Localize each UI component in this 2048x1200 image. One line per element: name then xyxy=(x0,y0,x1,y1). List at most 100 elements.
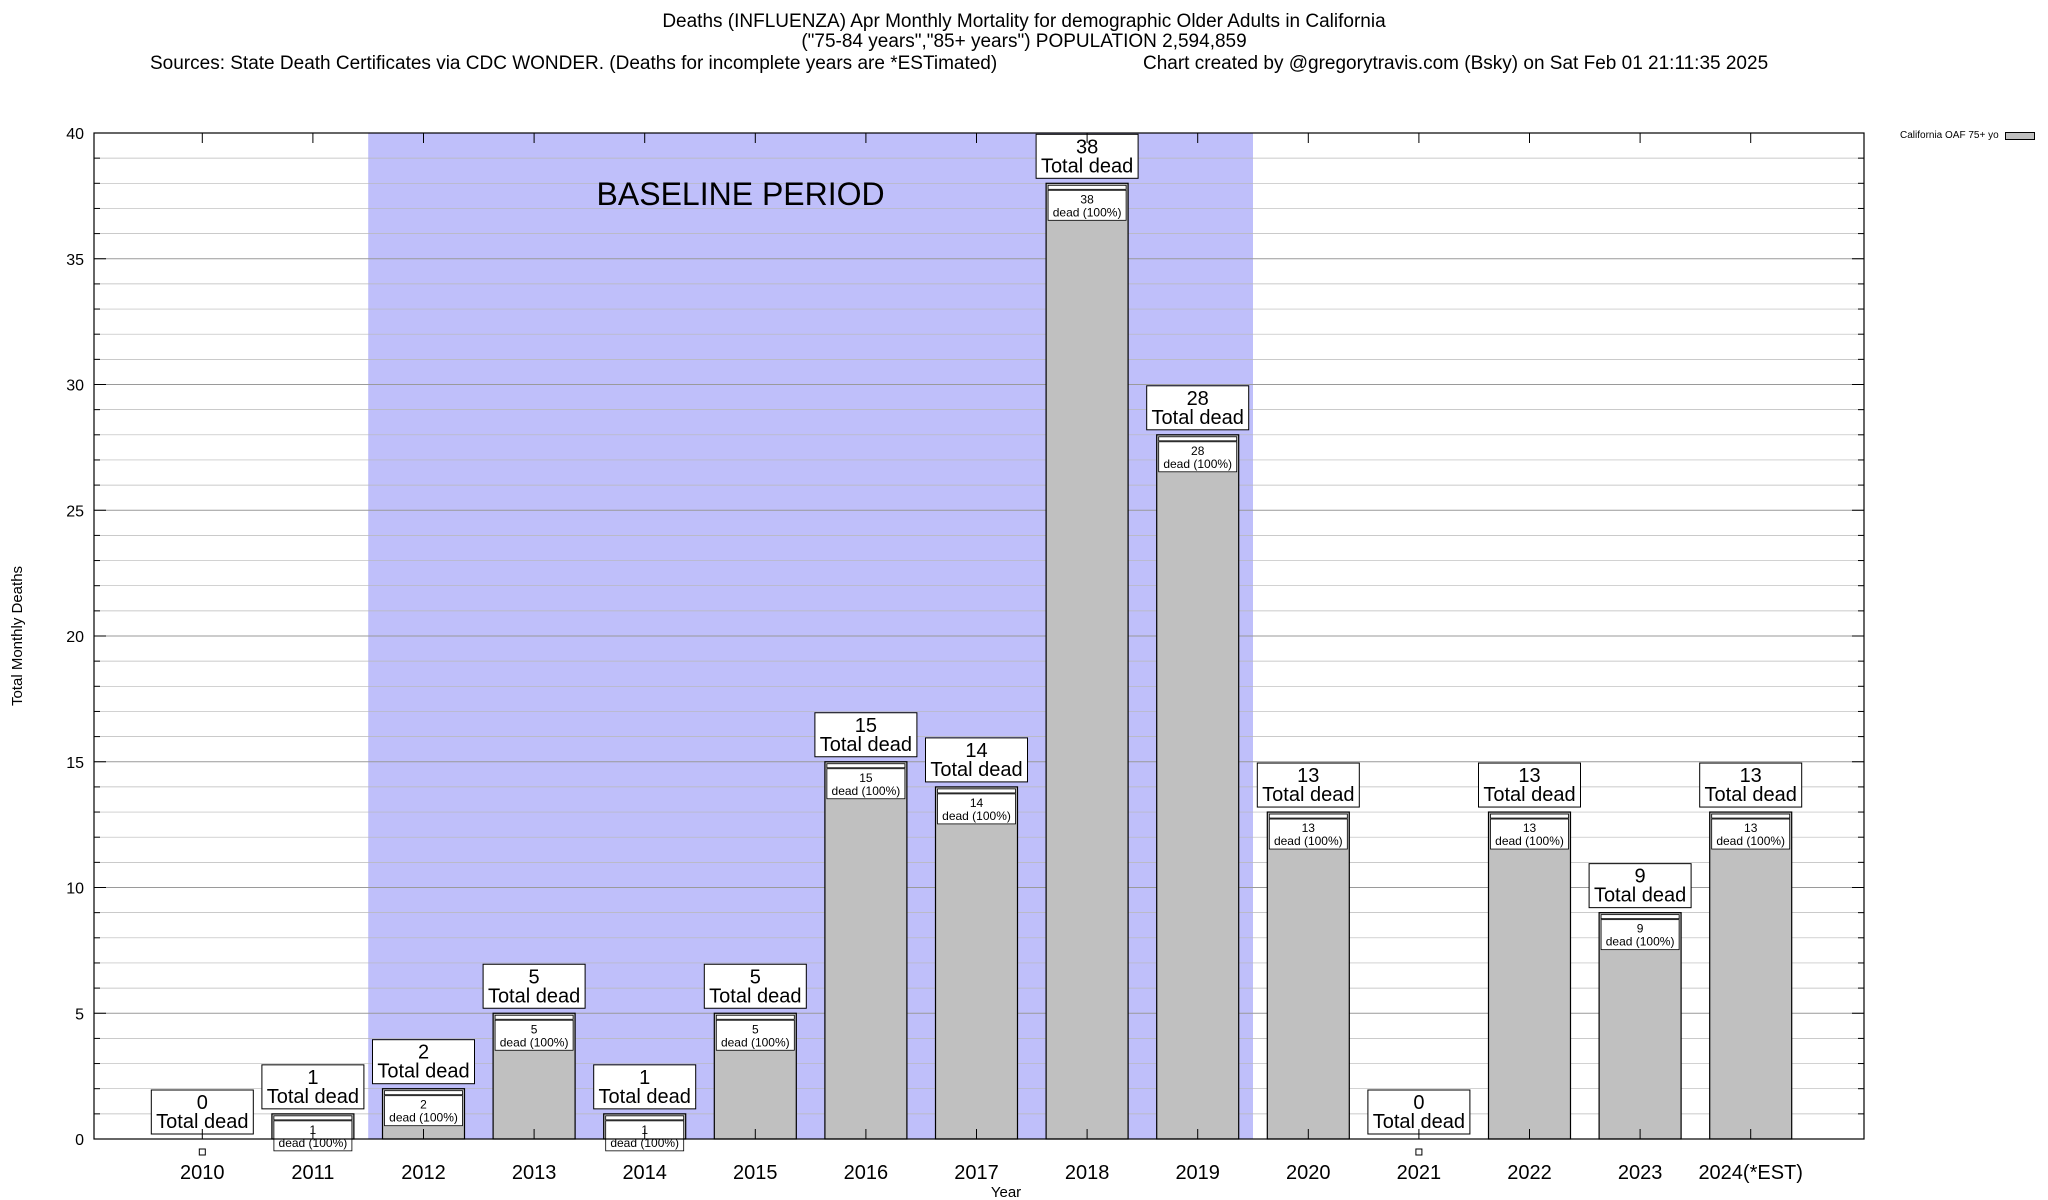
bar-inner-label: dead (100%) xyxy=(1163,457,1232,471)
total-dead-value: 13 xyxy=(1518,765,1540,787)
bar-inner-label: dead (100%) xyxy=(389,1111,458,1125)
legend: California OAF 75+ yo xyxy=(1900,130,2035,141)
bar-inner-label: dead (100%) xyxy=(721,1035,790,1049)
x-tick-label: 2021 xyxy=(1397,1162,1442,1184)
bar-inner-value: 28 xyxy=(1191,444,1205,458)
x-tick-label: 2022 xyxy=(1507,1162,1552,1184)
bar-inner-label-box xyxy=(1711,818,1791,850)
total-dead-value: 13 xyxy=(1740,765,1762,787)
baseline-period-label: BASELINE PERIOD xyxy=(597,176,885,212)
total-dead-value: 14 xyxy=(965,740,987,762)
total-dead-box xyxy=(593,1064,697,1110)
total-dead-label: Total dead xyxy=(1262,784,1354,806)
total-dead-label: Total dead xyxy=(1594,885,1686,907)
x-tick-label: 2018 xyxy=(1065,1162,1110,1184)
total-dead-box xyxy=(261,1064,365,1110)
y-tick-label: 10 xyxy=(66,881,84,898)
bar xyxy=(1487,811,1572,1140)
total-dead-value: 0 xyxy=(197,1092,208,1114)
bar-inner-label-box xyxy=(384,1095,463,1127)
total-dead-value: 1 xyxy=(307,1067,318,1089)
total-dead-label: Total dead xyxy=(1705,784,1797,806)
bar xyxy=(1045,182,1129,1140)
bar-inner-value: 2 xyxy=(420,1098,427,1112)
total-dead-box xyxy=(150,1089,254,1135)
total-dead-box xyxy=(372,1039,475,1085)
y-tick-label: 25 xyxy=(66,503,84,520)
bar-top-strip xyxy=(384,1090,463,1096)
plot-frame xyxy=(93,132,1865,1140)
bar-inner-label: dead (100%) xyxy=(1716,834,1785,848)
bar-top-strip xyxy=(273,1115,353,1121)
bar-top-strip xyxy=(1268,813,1348,819)
bar-inner-value: 9 xyxy=(1637,922,1644,936)
bar-top-strip xyxy=(1711,813,1791,819)
total-dead-label: Total dead xyxy=(488,985,580,1007)
bar-inner-label: dead (100%) xyxy=(1053,205,1122,219)
bar-inner-value: 15 xyxy=(859,771,873,785)
bar xyxy=(824,761,908,1140)
bar xyxy=(1598,912,1682,1140)
y-tick-label: 5 xyxy=(75,1006,84,1023)
x-tick-label: 2019 xyxy=(1175,1162,1220,1184)
x-tick-label: 2013 xyxy=(512,1162,557,1184)
bar-inner-label: dead (100%) xyxy=(1274,834,1343,848)
total-dead-box xyxy=(925,737,1028,783)
total-dead-value: 5 xyxy=(529,966,540,988)
bar-inner-label-box xyxy=(1047,189,1127,221)
bar-inner-label: dead (100%) xyxy=(942,809,1011,823)
y-tick-label: 35 xyxy=(66,252,84,269)
total-dead-value: 15 xyxy=(855,715,877,737)
bar-inner-value: 38 xyxy=(1080,192,1094,206)
y-tick-label: 40 xyxy=(66,126,84,143)
bar xyxy=(1266,811,1350,1140)
bar-inner-label: dead (100%) xyxy=(832,784,901,798)
total-dead-box xyxy=(1256,762,1360,808)
x-tick-label: 2015 xyxy=(733,1162,778,1184)
x-tick-label: 2010 xyxy=(180,1162,225,1184)
bar-inner-label-box xyxy=(715,1019,795,1051)
total-dead-box xyxy=(1146,385,1250,431)
total-dead-box xyxy=(1588,863,1692,909)
bar-inner-label: dead (100%) xyxy=(1606,935,1675,949)
total-dead-label: Total dead xyxy=(1483,784,1575,806)
bar-top-strip xyxy=(605,1115,685,1121)
bar-top-strip xyxy=(826,763,906,769)
x-tick-label: 2024(*EST) xyxy=(1698,1162,1803,1184)
total-dead-box xyxy=(814,712,918,758)
bar-inner-label: dead (100%) xyxy=(500,1035,569,1049)
bar xyxy=(934,786,1019,1140)
total-dead-box xyxy=(482,963,586,1009)
y-tick-label: 0 xyxy=(75,1132,84,1149)
chart-title-block: Deaths (INFLUENZA) Apr Monthly Mortality… xyxy=(0,12,2048,52)
total-dead-label: Total dead xyxy=(377,1061,469,1083)
bar-top-strip xyxy=(1047,184,1127,190)
total-dead-label: Total dead xyxy=(156,1111,248,1133)
total-dead-value: 2 xyxy=(418,1042,429,1064)
bar-top-strip xyxy=(494,1014,574,1020)
bar-top-strip xyxy=(1600,914,1680,920)
x-tick-label: 2023 xyxy=(1618,1162,1663,1184)
total-dead-value: 1 xyxy=(639,1067,650,1089)
zero-marker xyxy=(198,1148,206,1156)
total-dead-value: 9 xyxy=(1635,866,1646,888)
legend-label: California OAF 75+ yo xyxy=(1900,130,1999,141)
bar-top-strip xyxy=(1158,436,1238,442)
bar-top-strip xyxy=(715,1014,795,1020)
total-dead-value: 28 xyxy=(1187,388,1209,410)
total-dead-box xyxy=(1699,762,1803,808)
x-tick-label: 2012 xyxy=(401,1162,446,1184)
bar-inner-label-box xyxy=(826,768,906,800)
bar-inner-value: 5 xyxy=(531,1022,538,1036)
x-axis-label: Year xyxy=(991,1184,1021,1200)
y-tick-label: 15 xyxy=(66,755,84,772)
bar-inner-label-box xyxy=(1600,919,1680,951)
total-dead-label: Total dead xyxy=(930,759,1022,781)
chart-title: Deaths (INFLUENZA) Apr Monthly Mortality… xyxy=(662,11,1386,32)
legend-swatch xyxy=(2004,131,2035,140)
total-dead-value: 0 xyxy=(1413,1092,1424,1114)
bar-inner-label-box xyxy=(937,793,1016,825)
total-dead-label: Total dead xyxy=(599,1086,691,1108)
bar-inner-label-box xyxy=(1490,818,1569,850)
x-tick-label: 2014 xyxy=(622,1162,667,1184)
